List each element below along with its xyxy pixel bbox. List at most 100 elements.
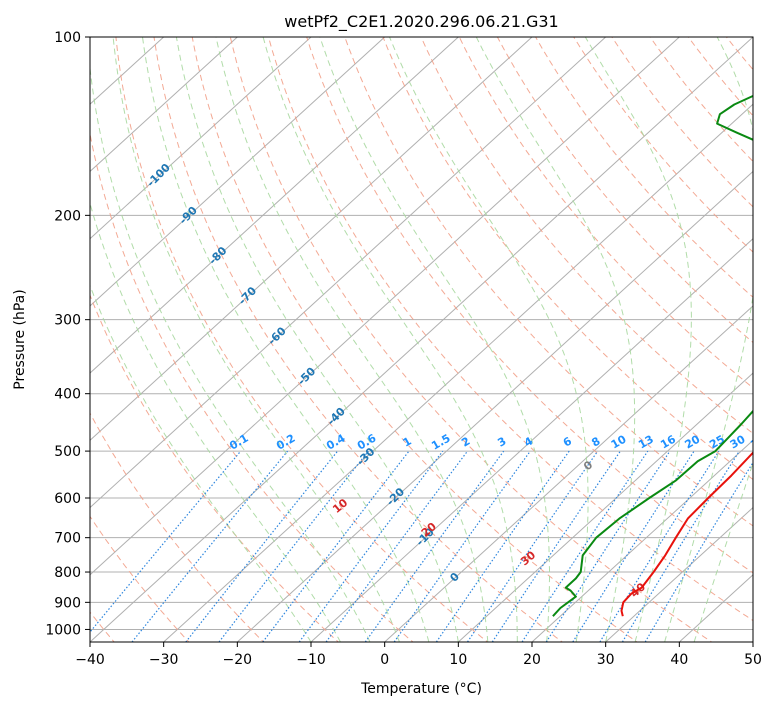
moist-adiabat bbox=[90, 284, 312, 642]
isotherm-line bbox=[457, 372, 753, 642]
isotherm-line bbox=[90, 37, 312, 240]
dry-adiabat bbox=[229, 37, 713, 642]
y-tick-label: 300 bbox=[54, 313, 81, 329]
isotherm-line bbox=[384, 305, 753, 642]
dry-adiabat bbox=[90, 412, 265, 642]
mixing-ratio-line bbox=[467, 450, 599, 642]
mixing-ratio-label: 1 bbox=[401, 435, 414, 450]
isotherm-line bbox=[90, 37, 533, 442]
y-tick-label: 200 bbox=[54, 208, 81, 224]
dry-adiabat bbox=[687, 37, 753, 117]
isotherm-label: -100 bbox=[144, 161, 173, 190]
mixing-ratio-line bbox=[491, 450, 621, 642]
mixing-ratio-line bbox=[545, 450, 671, 642]
mixing-ratio-label: 0.4 bbox=[324, 431, 348, 452]
moist-adiabat bbox=[112, 37, 400, 642]
moist-adiabat bbox=[389, 37, 589, 642]
dry-adiabat bbox=[267, 37, 753, 622]
mixing-ratio-label: 1.5 bbox=[429, 432, 452, 453]
isotherm-line bbox=[90, 37, 459, 374]
mixing-ratio-line bbox=[572, 450, 695, 642]
dry-adiabat-label: 30 bbox=[518, 548, 538, 568]
moist-adiabat bbox=[215, 37, 489, 642]
mixing-ratio-label: 3 bbox=[495, 435, 508, 450]
x-tick-label: 50 bbox=[744, 652, 762, 668]
y-tick-label: 100 bbox=[54, 30, 81, 46]
y-tick-label: 500 bbox=[54, 444, 81, 460]
x-tick-label: 10 bbox=[449, 652, 467, 668]
moist-adiabat bbox=[262, 37, 518, 642]
moist-adiabat bbox=[475, 37, 636, 642]
y-axis-label: Pressure (hPa) bbox=[12, 289, 28, 389]
plot-frame bbox=[89, 36, 754, 643]
isotherm-line bbox=[605, 506, 753, 642]
dry-adiabat bbox=[90, 293, 339, 642]
mixing-ratio-line bbox=[599, 450, 720, 642]
moist-adiabat bbox=[90, 64, 371, 642]
mixing-ratio-line bbox=[218, 450, 369, 642]
dry-adiabat bbox=[725, 37, 753, 71]
mixing-ratio-line bbox=[131, 450, 289, 642]
x-tick-label: −20 bbox=[223, 652, 253, 668]
y-tick-label: 700 bbox=[54, 531, 81, 547]
x-tick-label: −10 bbox=[296, 652, 326, 668]
dry-adiabat bbox=[420, 37, 753, 435]
data-layer bbox=[552, 94, 753, 617]
mixing-ratio-label: 36 bbox=[748, 432, 768, 451]
x-tick-label: −30 bbox=[149, 652, 179, 668]
x-tick-label: 0 bbox=[380, 652, 389, 668]
x-tick-label: 30 bbox=[597, 652, 615, 668]
x-tick-label: −40 bbox=[75, 652, 105, 668]
mixing-ratio-label: 6 bbox=[561, 434, 574, 449]
mixing-ratio-label: 13 bbox=[636, 433, 656, 452]
mixing-ratio-label: 0.1 bbox=[227, 432, 250, 453]
x-axis-ticks: −40 −30 −20 −10 0 10 20 30 40 50 bbox=[75, 642, 762, 668]
x-tick-label: 40 bbox=[670, 652, 688, 668]
y-tick-label: 400 bbox=[54, 387, 81, 403]
isotherm-line bbox=[90, 37, 238, 173]
temperature-profile bbox=[620, 451, 753, 617]
mixing-ratio-line bbox=[521, 450, 649, 642]
isotherm-line bbox=[90, 37, 607, 509]
chart-title: wetPf2_C2E1.2020.296.06.21.G31 bbox=[284, 12, 558, 32]
isotherm-line bbox=[752, 641, 753, 642]
moist-adiabat bbox=[142, 37, 430, 642]
mixing-ratio-line bbox=[262, 450, 410, 642]
moist-adiabat bbox=[175, 37, 459, 642]
mixing-ratio-label: 16 bbox=[658, 432, 678, 451]
y-tick-label: 800 bbox=[54, 565, 81, 581]
mixing-ratio-line bbox=[621, 450, 740, 642]
mixing-ratio-label: 0.2 bbox=[274, 432, 297, 453]
dewpoint-profile bbox=[552, 94, 753, 617]
isotherm-line bbox=[90, 37, 753, 642]
mixing-ratio-line bbox=[185, 450, 339, 642]
dry-adiabat bbox=[649, 37, 753, 163]
isotherm-line bbox=[90, 37, 680, 576]
mixing-ratio-line bbox=[435, 450, 570, 642]
dry-adiabat bbox=[115, 37, 489, 642]
moist-adiabat bbox=[693, 461, 753, 642]
dry-adiabat bbox=[90, 131, 414, 642]
dry-adiabat bbox=[191, 37, 638, 642]
x-axis-label: Temperature (°C) bbox=[360, 681, 482, 697]
moist-adiabat bbox=[664, 37, 753, 642]
mixing-ratio-line bbox=[298, 450, 444, 642]
moist-adiabat bbox=[584, 37, 692, 642]
dry-adiabat bbox=[535, 37, 753, 298]
isotherm-line bbox=[163, 103, 753, 642]
mixing-ratio-line bbox=[90, 450, 242, 633]
y-axis-ticks: 100 200 300 400 500 600 700 800 900 1000 bbox=[45, 30, 90, 638]
dry-adiabat bbox=[153, 37, 564, 642]
isotherm-line bbox=[90, 37, 386, 307]
line-labels-layer: 0.1 0.2 0.4 0.6 1 1.5 2 3 4 6 8 10 13 16 20 25 30 36-100-… bbox=[144, 161, 768, 600]
mixing-ratio-label: 8 bbox=[589, 435, 602, 450]
dry-adiabat bbox=[382, 37, 753, 481]
dry-adiabat bbox=[754, 24, 775, 645]
y-tick-label: 900 bbox=[54, 595, 81, 611]
grid-layer bbox=[90, 24, 775, 645]
isotherm-line bbox=[531, 439, 753, 642]
x-tick-label: 20 bbox=[523, 652, 541, 668]
dry-adiabat bbox=[90, 515, 190, 642]
y-tick-label: 600 bbox=[54, 491, 81, 507]
